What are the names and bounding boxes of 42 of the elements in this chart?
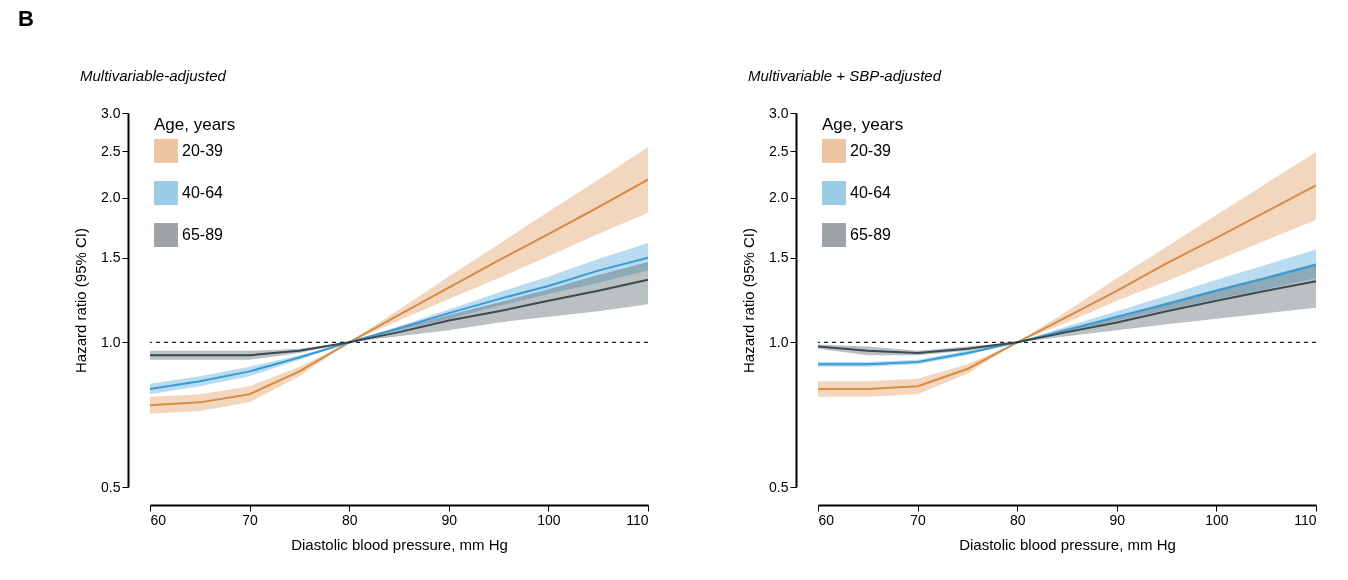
legend-label: 40-64 (182, 184, 224, 201)
x-tick-label: 80 (1009, 511, 1026, 528)
chart-title: Multivariable + SBP-adjusted (748, 67, 942, 84)
y-tick-label: 1.5 (101, 249, 121, 266)
legend-label: 20-39 (850, 142, 892, 159)
y-tick-label: 1.0 (101, 333, 121, 350)
x-tick-label: 70 (910, 511, 927, 528)
legend-label: 65-89 (182, 226, 224, 243)
y-tick-label: 1.5 (769, 249, 789, 266)
x-tick-label: 80 (341, 511, 358, 528)
x-tick-label: 110 (1294, 511, 1317, 528)
legend-label: 40-64 (850, 184, 892, 201)
x-tick-label: 90 (1109, 511, 1126, 528)
chart-title: Multivariable-adjusted (80, 67, 227, 84)
x-axis-title: Diastolic blood pressure, mm Hg (291, 535, 508, 553)
y-tick-label: 2.5 (769, 142, 789, 159)
y-tick-label: 2.0 (769, 189, 789, 206)
y-tick-label: 0.5 (101, 478, 121, 495)
y-tick-label: 3.0 (769, 104, 789, 121)
line-series (817, 280, 1317, 355)
x-tick-label: 100 (1205, 511, 1229, 528)
legend-title: Age, years (154, 115, 236, 134)
x-tick-label: 60 (150, 511, 167, 528)
x-tick-label: 70 (242, 511, 259, 528)
y-tick-label: 2.0 (101, 189, 121, 206)
y-tick-label: 0.5 (769, 478, 789, 495)
x-tick-label: 60 (818, 511, 835, 528)
x-tick-label: 110 (626, 511, 649, 528)
y-tick-label: 3.0 (101, 104, 121, 121)
y-tick-label: 1.0 (769, 333, 789, 350)
legend-label: 20-39 (182, 142, 224, 159)
line-series (817, 184, 1317, 390)
y-axis-title: Hazard ratio (95% CI) (740, 227, 758, 374)
legend-label: 65-89 (850, 226, 892, 243)
line-series (149, 278, 649, 357)
text: B (18, 6, 34, 32)
y-tick-label: 2.5 (101, 142, 121, 159)
legend-title: Age, years (822, 115, 904, 134)
y-axis-title: Hazard ratio (95% CI) (72, 227, 90, 374)
x-tick-label: 90 (441, 511, 458, 528)
x-axis-title: Diastolic blood pressure, mm Hg (959, 535, 1176, 553)
x-tick-label: 100 (537, 511, 561, 528)
